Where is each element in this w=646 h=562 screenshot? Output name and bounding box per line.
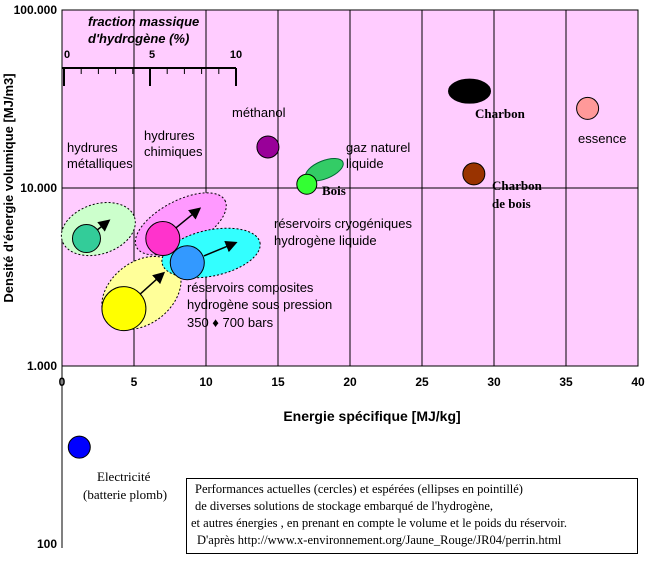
data-point — [296, 173, 318, 195]
label-charbon-de-bois-2: de bois — [492, 196, 531, 211]
label-reservoirs-composites-3: 350 ♦ 700 bars — [187, 315, 274, 330]
x-tick-label: 10 — [199, 375, 213, 389]
label-hydrures-metalliques-2: métalliques — [67, 156, 133, 171]
secondary-axis-tick-5: 5 — [149, 49, 155, 61]
x-tick-label: 30 — [487, 375, 501, 389]
label-bois: Bois — [322, 183, 346, 198]
data-point — [101, 286, 147, 332]
data-point — [462, 162, 486, 186]
label-electricite-2: (batterie plomb) — [83, 487, 167, 502]
y-tick-label: 100 — [37, 537, 57, 551]
label-charbon-de-bois-1: Charbon — [492, 178, 543, 193]
y-axis-ticks: 100.000 10.000 1.000 100 — [14, 3, 58, 551]
improvement-arrow — [137, 271, 166, 297]
point-charbon — [448, 78, 492, 104]
y-tick-label: 10.000 — [20, 181, 57, 195]
secondary-axis-title-line2: d'hydrogène (%) — [88, 31, 189, 46]
caption-line-3: et autres énergies , en prenant en compt… — [191, 516, 568, 530]
data-point — [576, 96, 600, 120]
label-gaz-naturel-1: gaz naturel — [346, 140, 410, 155]
label-reservoirs-cryo-2: hydrogène liquide — [274, 233, 377, 248]
y-axis-title: Densité d'énergie volumique [MJ/m3] — [1, 73, 16, 302]
data-point — [256, 135, 280, 159]
x-axis-title: Energie spécifique [MJ/kg] — [283, 408, 460, 424]
data-point — [67, 435, 91, 459]
label-hydrures-chimiques-1: hydrures — [144, 128, 195, 143]
x-tick-label: 15 — [271, 375, 285, 389]
data-points — [67, 78, 600, 459]
label-methanol: méthanol — [232, 105, 286, 120]
x-tick-label: 35 — [559, 375, 573, 389]
label-reservoirs-composites-2: hydrogène sous pression — [187, 297, 332, 312]
point-labels: hydrures métalliques hydrures chimiques … — [67, 105, 626, 502]
caption-line-1: Performances actuelles (cercles) et espé… — [195, 482, 523, 496]
label-electricite-1: Electricité — [97, 469, 151, 484]
x-tick-label: 20 — [343, 375, 357, 389]
secondary-axis-tick-0: 0 — [64, 49, 70, 61]
data-point — [169, 245, 205, 281]
y-tick-label: 100.000 — [14, 3, 58, 17]
caption-line-2: de diverses solutions de stockage embarq… — [195, 499, 493, 513]
x-tick-label: 5 — [131, 375, 138, 389]
y-tick-label: 1.000 — [27, 359, 57, 373]
secondary-axis: fraction massique d'hydrogène (%) 0 5 10 — [62, 14, 242, 86]
improvement-arrow — [203, 241, 238, 257]
label-hydrures-chimiques-2: chimiques — [144, 144, 203, 159]
label-reservoirs-cryo-1: réservoirs cryogéniques — [274, 216, 413, 231]
label-reservoirs-composites-1: réservoirs composites — [187, 280, 314, 295]
secondary-axis-tick-10: 10 — [230, 49, 242, 61]
x-axis-ticks: 0510152025303540 — [59, 375, 645, 389]
data-point — [71, 224, 101, 254]
figure-caption: Performances actuelles (cercles) et espé… — [186, 478, 638, 554]
improvement-arrow — [174, 207, 202, 229]
label-charbon: Charbon — [475, 106, 526, 121]
label-essence: essence — [578, 131, 626, 146]
x-tick-label: 40 — [631, 375, 645, 389]
caption-line-4: D'après http://www.x-environnement.org/J… — [197, 533, 562, 547]
data-point — [145, 221, 181, 257]
secondary-axis-title-line1: fraction massique — [88, 14, 199, 29]
x-tick-label: 25 — [415, 375, 429, 389]
label-hydrures-metalliques-1: hydrures — [67, 140, 118, 155]
label-gaz-naturel-2: liquide — [346, 156, 384, 171]
